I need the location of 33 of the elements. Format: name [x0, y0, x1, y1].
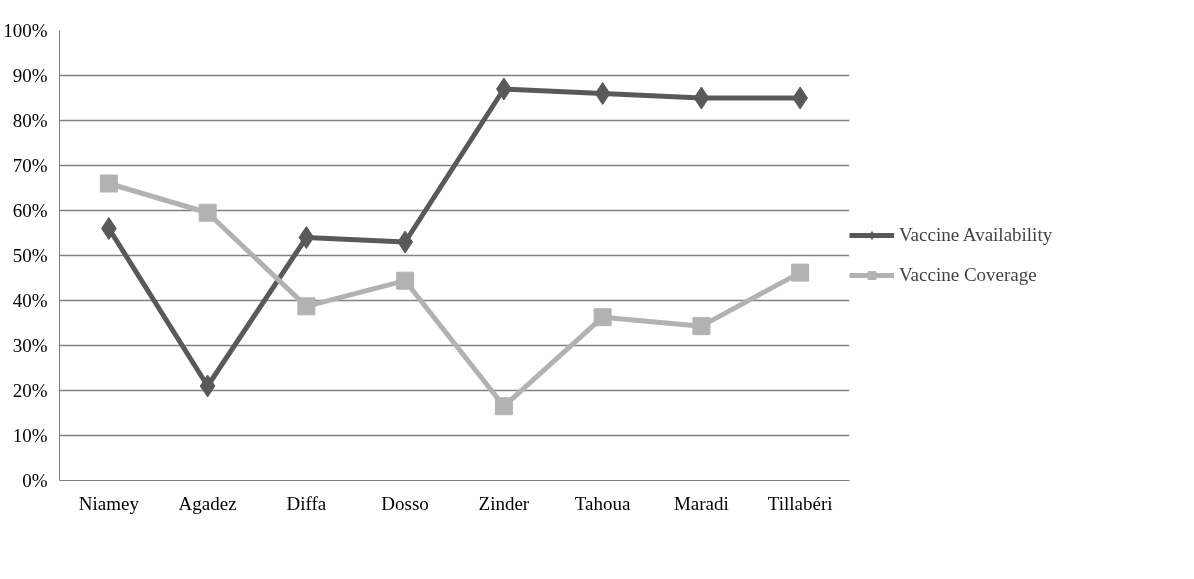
- point: [692, 317, 711, 336]
- point: [198, 203, 217, 222]
- point: [494, 397, 513, 416]
- point: [791, 263, 810, 282]
- x-tick-label: Tahoua: [574, 492, 632, 514]
- point: [593, 308, 612, 327]
- y-tick-label: 70%: [12, 155, 48, 176]
- legend-label: Vaccine Coverage: [899, 264, 1037, 286]
- x-tick-label: Zinder: [478, 492, 530, 514]
- y-tick-label: 20%: [12, 380, 48, 401]
- y-tick-label: 100%: [3, 20, 48, 41]
- y-tick-label: 30%: [12, 335, 48, 356]
- x-tick-label: Agadez: [178, 492, 237, 514]
- point: [199, 374, 216, 398]
- y-tick-label: 0%: [22, 470, 48, 491]
- x-tick-label: Diffa: [286, 492, 327, 514]
- x-tick-label: Tillabéri: [767, 492, 833, 514]
- x-tick-label: Maradi: [673, 492, 729, 514]
- point: [297, 297, 316, 316]
- x-tick-label: Niamey: [78, 492, 140, 514]
- y-tick-label: 80%: [12, 110, 48, 131]
- point: [99, 174, 118, 193]
- y-tick-label: 60%: [12, 200, 48, 221]
- point: [594, 82, 611, 105]
- point: [298, 226, 315, 249]
- legend-label: Vaccine Availability: [899, 224, 1053, 246]
- point: [396, 271, 415, 290]
- point: [693, 86, 710, 110]
- x-tick-label: Dosso: [381, 492, 429, 514]
- y-tick-label: 10%: [12, 425, 48, 446]
- y-tick-label: 50%: [12, 245, 48, 266]
- y-tick-label: 40%: [12, 290, 48, 311]
- y-tick-label: 90%: [12, 65, 48, 86]
